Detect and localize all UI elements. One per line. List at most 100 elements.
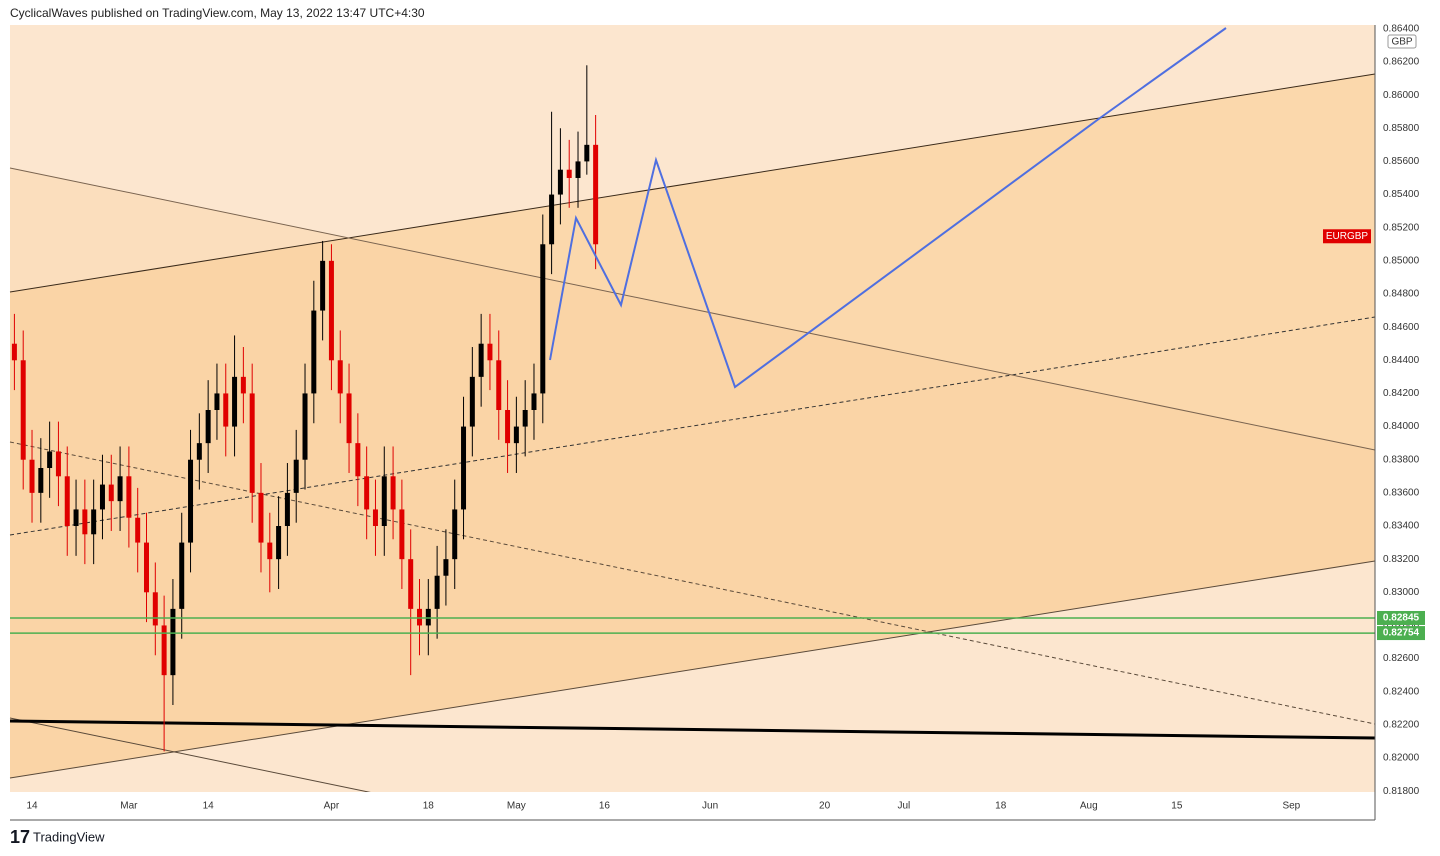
candle-body [20, 360, 26, 460]
candle-body [47, 451, 53, 469]
level-badge [1377, 610, 1425, 625]
y-tick-label: 0.85600 [1383, 156, 1420, 167]
candle-body [38, 468, 44, 493]
candle-body [320, 260, 326, 311]
candle-body [82, 509, 88, 535]
candle-body [584, 144, 590, 162]
candle-body [478, 343, 484, 377]
y-tick-label: 0.86400 [1383, 23, 1420, 34]
candle-body [443, 559, 449, 576]
candle-body [505, 410, 511, 444]
y-tick-label: 0.82800 [1383, 620, 1420, 631]
candle-body [549, 194, 555, 245]
candle-body [11, 343, 17, 361]
x-tick-label: 18 [423, 801, 435, 812]
candle-body [496, 360, 502, 410]
candle-body [372, 509, 378, 527]
candle-body [417, 608, 422, 626]
publish-header: CyclicalWaves published on TradingView.c… [10, 6, 425, 20]
level-badge [1377, 626, 1425, 641]
candle-body [64, 476, 70, 527]
level-label: 0.82845 [1383, 613, 1420, 624]
candle-body [461, 426, 467, 510]
candle-body [196, 443, 202, 460]
x-tick-label: Aug [1080, 801, 1098, 812]
candle-body [135, 517, 141, 543]
candle-body [557, 169, 563, 195]
candle-body [99, 484, 105, 510]
x-tick-label: 14 [203, 801, 215, 812]
trendline [9, 560, 1376, 779]
y-tick-label: 0.85200 [1383, 222, 1420, 233]
y-tick-label: 0.82200 [1383, 720, 1420, 731]
candle-body [337, 360, 343, 394]
y-tick-label: 0.83200 [1383, 554, 1420, 565]
y-tick-label: 0.86200 [1383, 57, 1420, 68]
trendline-mid [9, 441, 1376, 725]
symbol-label: EURGBP [1326, 231, 1369, 242]
x-tick-label: 20 [819, 801, 831, 812]
candle-body [364, 476, 370, 510]
y-tick-label: 0.81800 [1383, 786, 1420, 797]
candle-body [390, 476, 396, 510]
candle-body [126, 476, 132, 518]
candle-body [399, 509, 405, 560]
candle-body [73, 509, 79, 527]
x-tick-label: Apr [324, 801, 340, 812]
trendline [9, 717, 379, 795]
candle-body [258, 492, 264, 543]
candle-body [513, 426, 519, 444]
candle-body [240, 376, 246, 394]
candle-body [593, 144, 599, 245]
time-axis [0, 792, 1440, 820]
candle-body [179, 542, 185, 609]
y-tick-label: 0.82000 [1383, 753, 1420, 764]
y-tick-label: 0.82400 [1383, 686, 1420, 697]
x-tick-label: Jun [702, 801, 718, 812]
candle-body [302, 393, 308, 460]
currency-label: GBP [1391, 37, 1412, 48]
candle-body [522, 410, 528, 427]
candle-body [284, 492, 290, 527]
candle-body [249, 393, 255, 493]
footer-brand: TradingView [33, 829, 105, 844]
marks [10, 65, 1375, 752]
candle-body [214, 393, 220, 410]
x-tick-label: May [507, 801, 526, 812]
candle-body [152, 592, 158, 626]
y-tick-label: 0.85800 [1383, 123, 1420, 134]
level-label: 0.82754 [1383, 628, 1420, 639]
candle-body [531, 393, 537, 410]
y-tick-label: 0.83400 [1383, 521, 1420, 532]
candle-body [311, 310, 317, 394]
candle-body [328, 260, 334, 361]
trendline-mid [9, 316, 1376, 536]
candle-body [232, 376, 238, 427]
candle-body [276, 526, 282, 560]
trendline [9, 167, 1376, 451]
y-tick-label: 0.84800 [1383, 289, 1420, 300]
forecast-path [549, 27, 1227, 389]
price-axis [1375, 25, 1440, 820]
candle-body [55, 451, 61, 477]
x-tick-label: 18 [995, 801, 1007, 812]
axes: 0.81800 0.82000 0.82200 0.82400 0.82600 0.828… [26, 23, 1419, 811]
candle-body [293, 459, 299, 493]
x-tick-label: Mar [120, 801, 138, 812]
candle-body [434, 575, 440, 609]
x-tick-label: 16 [599, 801, 611, 812]
candle-body [346, 393, 352, 444]
y-tick-label: 0.83800 [1383, 454, 1420, 465]
candle-body [487, 343, 493, 361]
candle-body [29, 459, 35, 493]
y-tick-label: 0.84400 [1383, 355, 1420, 366]
candle-body [425, 608, 431, 626]
x-tick-label: 14 [26, 801, 38, 812]
y-tick-label: 0.84000 [1383, 421, 1420, 432]
candle-body [108, 484, 114, 502]
logo-mark: 17 [10, 827, 30, 847]
candle-body [205, 410, 211, 444]
candle-body [91, 509, 97, 535]
